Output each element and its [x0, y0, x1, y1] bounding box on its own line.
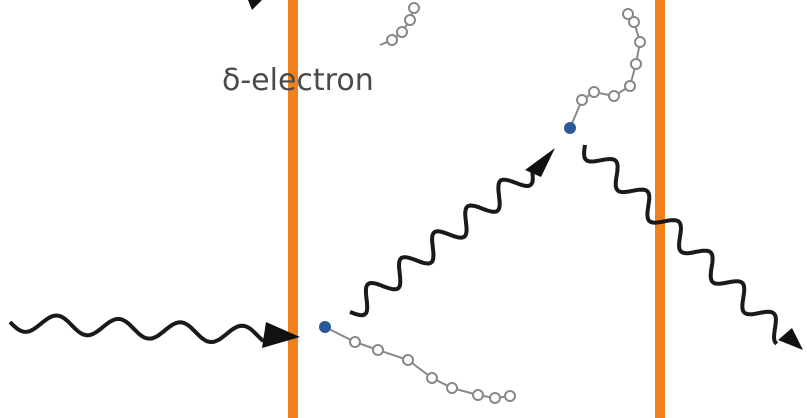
- track-blob: [350, 337, 360, 347]
- detector-plate: [655, 0, 665, 418]
- track-blob: [490, 393, 500, 403]
- delta-electron-label: δ-electron: [222, 63, 374, 98]
- track-blob: [403, 355, 413, 365]
- arrow-head: [525, 148, 555, 177]
- interaction-point: [564, 122, 576, 134]
- arrow-head: [248, 0, 262, 10]
- diagram: δ-electron: [0, 0, 807, 418]
- track-blob: [505, 391, 515, 401]
- track-blob: [577, 95, 587, 105]
- track-blob: [589, 87, 599, 97]
- track-blob: [387, 35, 397, 45]
- track-blob: [427, 373, 437, 383]
- track-blob: [625, 81, 635, 91]
- track-blob: [631, 59, 641, 69]
- arrow-head: [778, 328, 803, 350]
- track-blob: [409, 3, 419, 13]
- interaction-point: [319, 321, 331, 333]
- track-blob: [635, 37, 645, 47]
- photon-wave: [10, 316, 263, 343]
- track-blob: [373, 345, 383, 355]
- track-blob: [397, 27, 407, 37]
- page: δ-electron (() => { const data = JSON.pa…: [0, 0, 807, 418]
- photon-wave: [350, 172, 533, 315]
- track-blob: [623, 9, 633, 19]
- track-blob: [609, 91, 619, 101]
- track-blob: [473, 390, 483, 400]
- track-blob: [405, 15, 415, 25]
- track-blob: [447, 383, 457, 393]
- photon-wave: [584, 145, 777, 344]
